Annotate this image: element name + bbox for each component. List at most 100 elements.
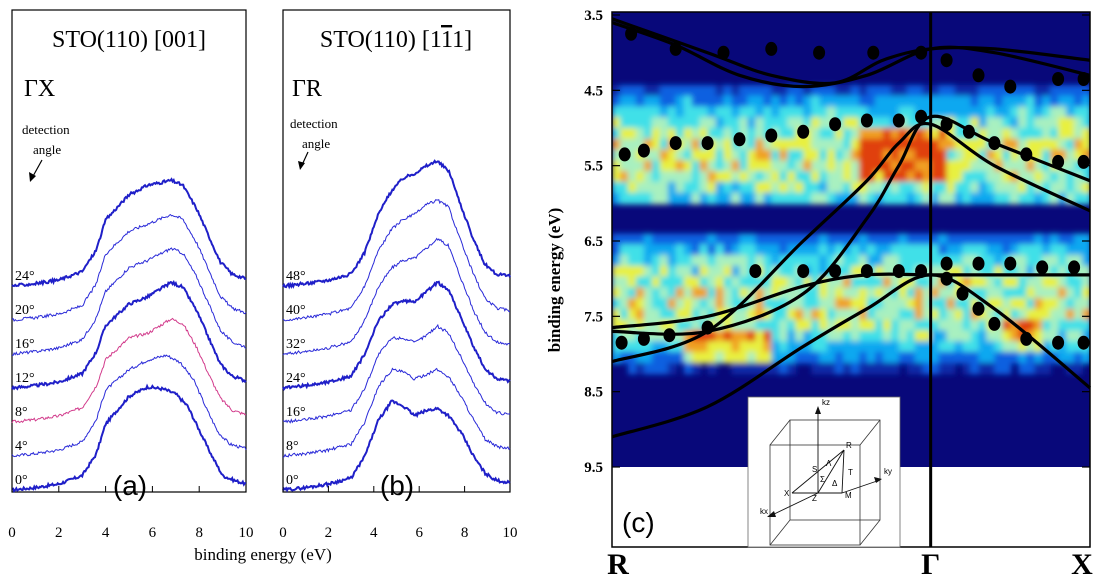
heatmap-cell xyxy=(635,244,645,256)
heatmap-cell xyxy=(755,128,765,140)
spectrum-curve-48deg xyxy=(282,159,511,290)
heatmap-cell xyxy=(715,319,725,332)
heatmap-cell xyxy=(835,233,845,246)
heatmap-cell xyxy=(1058,298,1068,310)
heatmap-cell xyxy=(1066,233,1076,246)
heatmap-cell xyxy=(1010,160,1020,173)
heatmap-cell xyxy=(739,117,749,129)
y-tick-label: 4.5 xyxy=(584,83,603,99)
heatmap-cell xyxy=(620,244,629,256)
heatmap-cell xyxy=(795,287,805,300)
heatmap-cell xyxy=(835,171,845,183)
heatmap-cell xyxy=(811,308,821,321)
heatmap-cell xyxy=(859,362,868,375)
heatmap-cell xyxy=(1082,181,1090,194)
heatmap-cell xyxy=(612,138,621,151)
heatmap-cell xyxy=(739,181,749,194)
heatmap-cell xyxy=(659,117,669,129)
heatmap-cell xyxy=(803,95,813,108)
heatmap-cell xyxy=(986,330,996,343)
heatmap-cell xyxy=(643,308,653,321)
heatmap-cell xyxy=(930,149,940,162)
heatmap-cell xyxy=(707,95,717,108)
heatmap-cell xyxy=(811,128,821,140)
heatmap-cell xyxy=(1066,192,1076,205)
heatmap-cell xyxy=(1074,341,1084,353)
heatmap-cell xyxy=(627,255,637,267)
heatmap-cell xyxy=(683,276,693,289)
heatmap-cell xyxy=(787,128,797,140)
heatmap-cell xyxy=(771,244,781,256)
spectrum-curve-24deg xyxy=(11,177,247,288)
heatmap-cell xyxy=(612,181,621,194)
heatmap-cell xyxy=(994,308,1004,321)
heatmap-cell xyxy=(755,181,765,194)
heatmap-cell xyxy=(787,171,797,183)
heatmap-cell xyxy=(1082,192,1090,205)
heatmap-cell xyxy=(1034,308,1044,321)
heatmap-cell xyxy=(930,106,940,119)
heatmap-cell xyxy=(651,85,661,97)
heatmap-cell xyxy=(994,287,1004,300)
heatmap-cell xyxy=(659,85,669,97)
heatmap-cell xyxy=(1066,276,1076,289)
heatmap-cell xyxy=(715,160,725,173)
heatmap-cell xyxy=(1002,171,1012,183)
heatmap-cell xyxy=(739,319,749,332)
heatmap-cell xyxy=(651,298,661,310)
heatmap-cell xyxy=(978,138,988,151)
heatmap-cell xyxy=(1082,149,1090,162)
heatmap-cell xyxy=(866,128,876,140)
heatmap-cell xyxy=(874,341,884,353)
heatmap-cell xyxy=(1058,149,1068,162)
heatmap-cell xyxy=(882,233,892,246)
heatmap-cell xyxy=(675,265,685,278)
heatmap-cell xyxy=(827,298,837,310)
inset-label-10: Δ xyxy=(832,479,838,488)
heatmap-cell xyxy=(859,95,868,108)
heatmap-cell xyxy=(779,341,789,353)
heatmap-cell xyxy=(787,298,797,310)
heatmap-cell xyxy=(739,160,749,173)
heatmap-cell xyxy=(851,85,860,97)
heatmap-cell xyxy=(620,171,629,183)
heatmap-cell xyxy=(986,117,996,129)
experimental-dot xyxy=(1068,260,1081,275)
heatmap-cell xyxy=(1010,351,1020,364)
heatmap-cell xyxy=(1066,85,1076,97)
heatmap-cell xyxy=(898,287,908,300)
heatmap-cell xyxy=(1082,276,1090,289)
k-label-R: R xyxy=(607,548,629,577)
heatmap-cell xyxy=(1002,233,1012,246)
heatmap-cell xyxy=(827,192,837,205)
experimental-dot xyxy=(1077,335,1090,350)
heatmap-cell xyxy=(978,233,988,246)
experimental-dot xyxy=(940,53,953,68)
x-tick-label: 8 xyxy=(461,525,469,541)
angle-label-16deg: 16° xyxy=(286,405,306,420)
heatmap-cell xyxy=(627,106,637,119)
heatmap-cell xyxy=(723,95,733,108)
heatmap-cell xyxy=(914,149,924,162)
heatmap-cell xyxy=(1082,319,1090,332)
heatmap-cell xyxy=(643,265,653,278)
heatmap-cell xyxy=(859,351,868,364)
heatmap-cell xyxy=(874,149,884,162)
heatmap-cell xyxy=(627,149,637,162)
panel-a-angle-label: angle xyxy=(33,142,61,157)
heatmap-cell xyxy=(851,244,860,256)
heatmap-cell xyxy=(747,244,757,256)
heatmap-cell xyxy=(1050,181,1060,194)
angle-label-12deg: 12° xyxy=(15,371,35,386)
heatmap-cell xyxy=(851,117,860,129)
heatmap-cell xyxy=(1002,276,1012,289)
heatmap-cell xyxy=(859,233,868,246)
heatmap-cell xyxy=(659,233,669,246)
heatmap-cell xyxy=(1034,276,1044,289)
heatmap-cell xyxy=(906,149,916,162)
x-tick-label: 2 xyxy=(325,525,333,541)
experimental-dots xyxy=(615,26,1090,350)
heatmap-cell xyxy=(851,362,860,375)
heatmap-cell xyxy=(938,85,948,97)
heatmap-cell xyxy=(779,160,789,173)
